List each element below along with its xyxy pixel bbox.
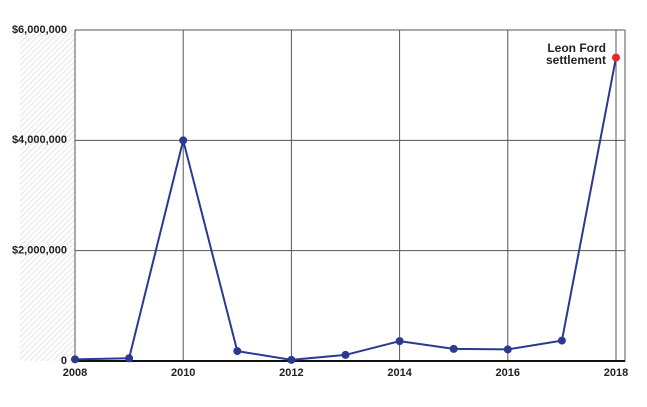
marks <box>71 53 620 364</box>
y-tick-label: $6,000,000 <box>12 24 67 36</box>
y-tick-label: $4,000,000 <box>12 134 67 146</box>
x-tick-label: 2010 <box>171 367 195 379</box>
x-tick-label: 2008 <box>63 367 87 379</box>
plot-area <box>74 29 626 362</box>
annotation: settlement <box>546 53 606 67</box>
data-point <box>395 337 404 346</box>
data-point <box>341 350 350 359</box>
data-point <box>503 345 512 354</box>
data-point <box>612 53 620 62</box>
data-point <box>71 355 79 364</box>
x-tick-label: 2014 <box>387 367 412 379</box>
y-tick-label: $2,000,000 <box>12 245 67 257</box>
texture <box>20 30 75 361</box>
y-tick-label: 0 <box>61 355 67 367</box>
grid <box>74 29 625 362</box>
data-point <box>179 136 188 145</box>
data-point <box>287 355 296 364</box>
data-point <box>233 347 242 356</box>
x-tick-label: 2016 <box>496 367 520 379</box>
data-point <box>125 354 134 363</box>
annotation: Leon Ford <box>547 41 606 55</box>
data-point <box>557 336 566 345</box>
data-point <box>449 344 458 353</box>
x-tick-label: 2018 <box>604 367 628 379</box>
x-tick-label: 2012 <box>279 367 303 379</box>
